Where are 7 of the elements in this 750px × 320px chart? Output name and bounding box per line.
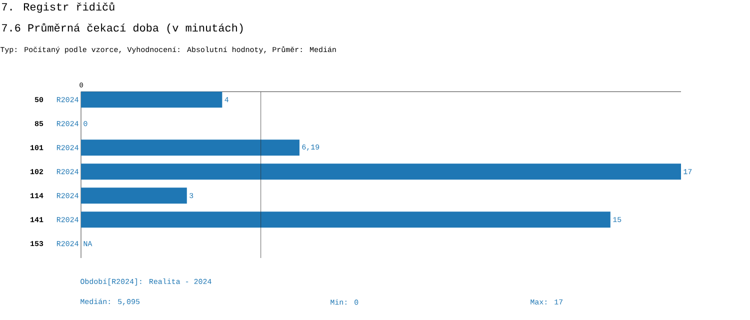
bar xyxy=(81,140,300,156)
bar xyxy=(81,164,682,180)
chart-subtitle: 7.6 Průměrná čekací doba (v minutách) xyxy=(2,23,243,34)
bar xyxy=(81,188,187,204)
bar xyxy=(81,92,222,108)
bar xyxy=(81,212,610,228)
chart-title: 7. Registr řidičů xyxy=(2,2,114,13)
